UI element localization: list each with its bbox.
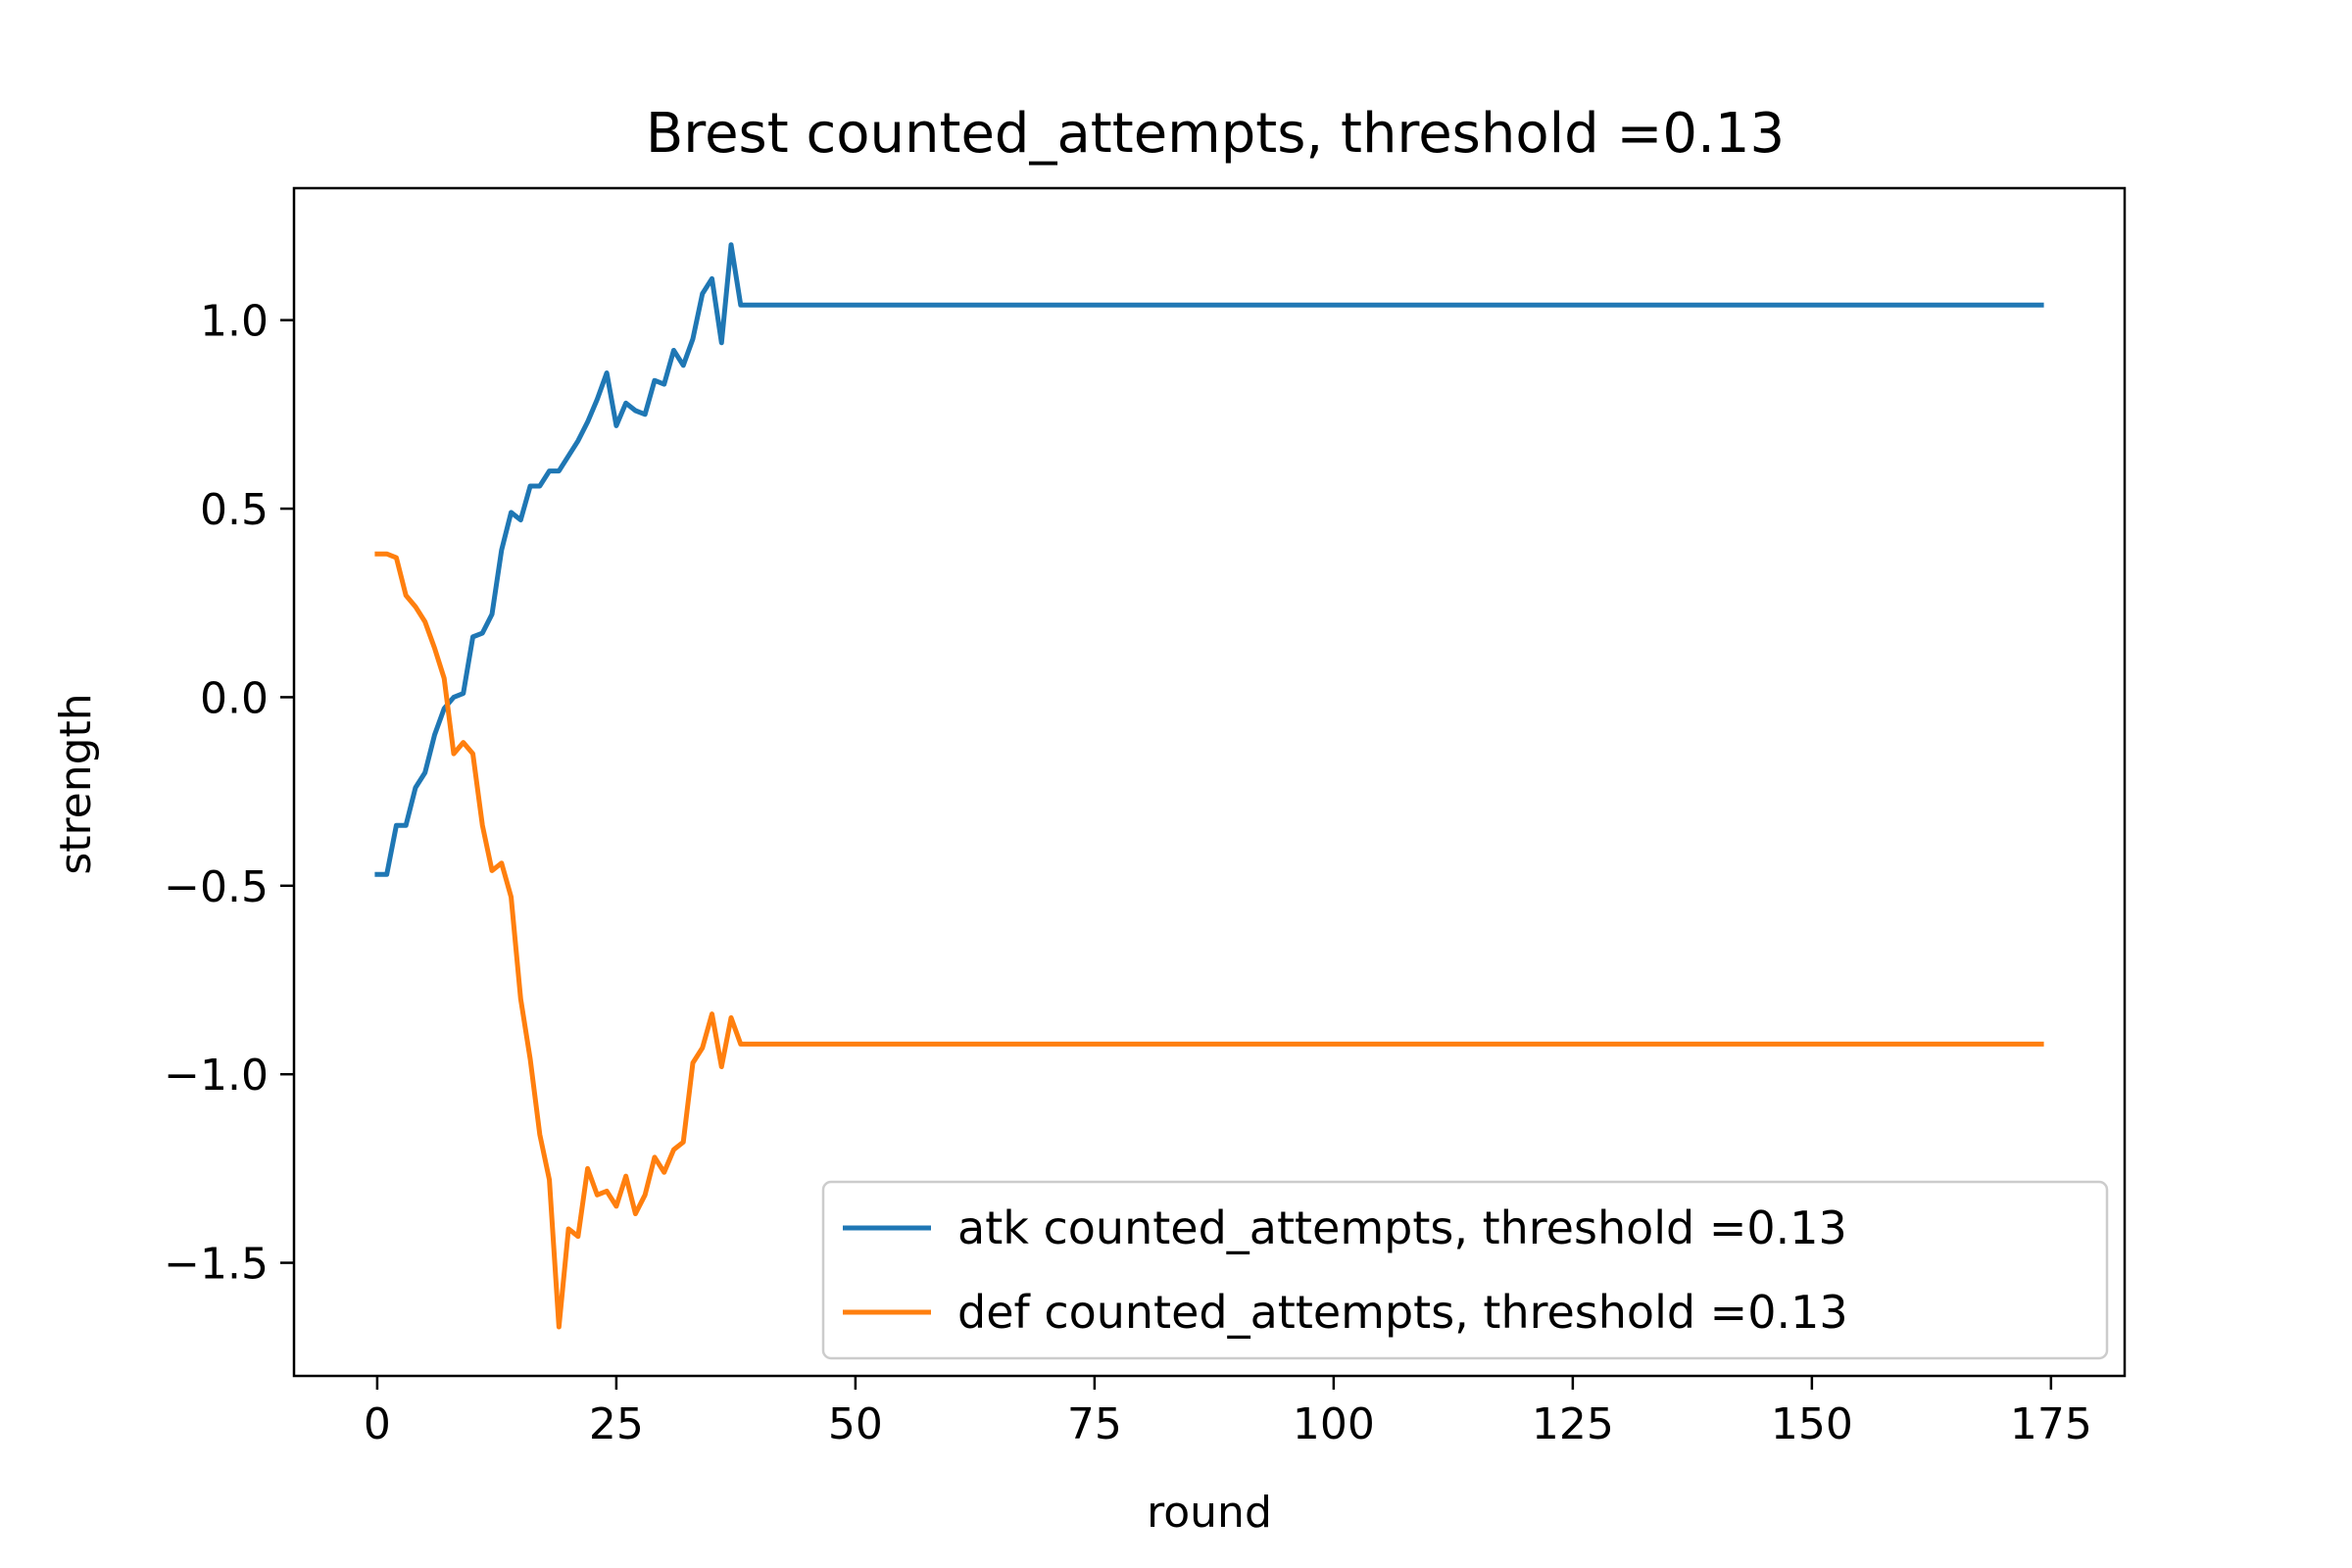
series-line-def: [374, 551, 2044, 1330]
legend-box: [821, 1180, 2109, 1360]
x-tick-label: 100: [1293, 1399, 1375, 1449]
x-axis-label: round: [1147, 1488, 1272, 1538]
x-axis: 0 25 50 75 100 125 150 175: [364, 1376, 2092, 1449]
x-tick-label: 25: [589, 1399, 644, 1449]
y-tick-label: −1.5: [164, 1240, 269, 1290]
legend-label: def counted_attempts, threshold =0.13: [957, 1286, 1848, 1339]
y-tick-label: 0.5: [200, 485, 269, 535]
y-axis: 1.0 0.5 0.0 −0.5 −1.0 −1.5: [164, 297, 294, 1290]
x-tick-label: 125: [1532, 1399, 1614, 1449]
y-tick-label: 1.0: [200, 297, 269, 347]
legend-label: atk counted_attempts, threshold =0.13: [957, 1201, 1847, 1254]
x-tick-label: 150: [1771, 1399, 1853, 1449]
x-tick-label: 50: [828, 1399, 883, 1449]
x-tick-label: 175: [2010, 1399, 2092, 1449]
plot-frame: [292, 186, 2127, 1378]
y-axis-label: strength: [51, 693, 101, 874]
y-tick-label: 0.0: [200, 673, 269, 723]
series-line-atk: [374, 242, 2044, 877]
y-tick-label: −0.5: [164, 862, 269, 912]
series-layer: [374, 242, 2044, 1330]
chart-title: Brest counted_attempts, threshold =0.13: [646, 102, 1785, 166]
y-tick-label: −1.0: [164, 1051, 269, 1101]
legend: atk counted_attempts, threshold =0.13 def…: [821, 1180, 2109, 1360]
x-tick-label: 75: [1067, 1399, 1122, 1449]
x-tick-label: 0: [364, 1399, 391, 1449]
